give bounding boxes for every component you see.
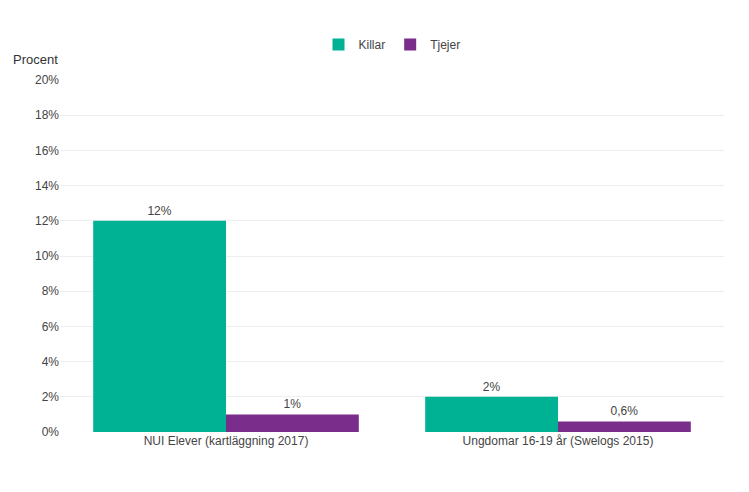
svg-text:0%: 0%	[42, 425, 60, 439]
svg-text:12%: 12%	[35, 214, 59, 228]
svg-text:2%: 2%	[42, 390, 60, 404]
svg-text:18%: 18%	[35, 108, 59, 122]
svg-text:0,6%: 0,6%	[611, 404, 639, 418]
svg-text:10%: 10%	[35, 249, 59, 263]
svg-text:8%: 8%	[42, 284, 60, 298]
svg-text:NUI Elever (kartläggning 2017): NUI Elever (kartläggning 2017)	[144, 434, 309, 448]
svg-text:16%: 16%	[35, 144, 59, 158]
svg-text:Tjejer: Tjejer	[430, 38, 460, 52]
svg-text:20%: 20%	[35, 73, 59, 87]
svg-text:12%: 12%	[147, 204, 171, 218]
svg-text:1%: 1%	[284, 397, 302, 411]
svg-text:14%: 14%	[35, 179, 59, 193]
svg-text:Killar: Killar	[359, 38, 386, 52]
svg-text:Ungdomar 16-19 år (Swelogs 201: Ungdomar 16-19 år (Swelogs 2015)	[463, 434, 654, 448]
svg-text:2%: 2%	[483, 380, 501, 394]
svg-text:4%: 4%	[42, 355, 60, 369]
svg-text:Procent: Procent	[13, 52, 58, 67]
svg-text:6%: 6%	[42, 320, 60, 334]
